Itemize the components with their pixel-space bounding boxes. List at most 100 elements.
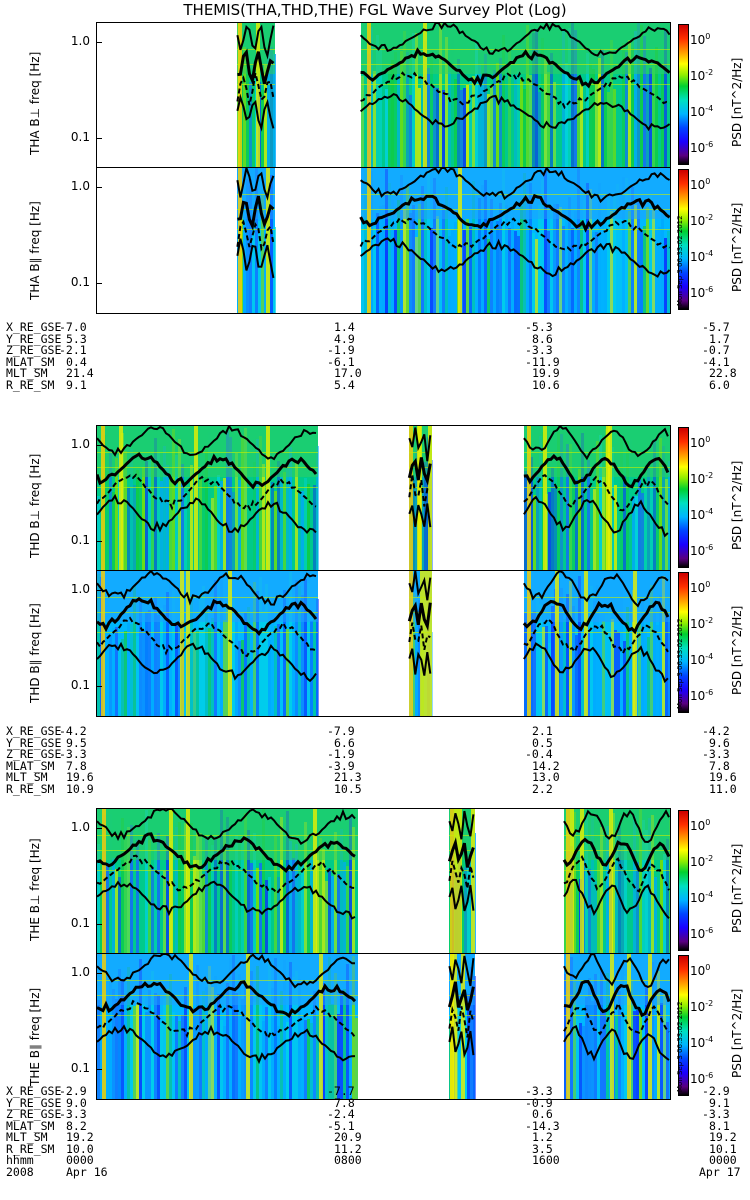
spectrogram-column [241,837,244,954]
time-tick-label: 0800 [334,1153,362,1167]
spectrogram-column [115,458,118,571]
spectrogram-column [157,615,160,716]
spectrogram-column [261,90,264,168]
fce-curve [236,72,275,106]
spectrogram-column [547,231,550,313]
spectrogram-column [255,168,258,313]
fce-curve [563,1000,670,1036]
spectrogram-column [636,862,639,954]
spectrogram-column [657,829,660,954]
spectrogram-column [217,994,220,1099]
spectrogram-column [572,606,575,716]
ephemeris-value: -6.1 [327,354,355,369]
spectrogram-column [178,439,181,571]
spectrogram-line [524,632,670,633]
spectrogram-column [613,89,616,168]
colorbar-tick-label: 100 [690,435,711,450]
spectrogram-column [541,179,544,313]
spectrogram-column [220,810,223,954]
spectrogram-column [343,989,346,1099]
spectrogram-column [166,465,169,571]
ephemeris-row: X_RE_GSE -7.0 1.4 -5.3 -5.7 [6,320,746,334]
ephemeris-value: 19.9 [532,366,560,380]
spectrogram-column [544,56,547,168]
spectrogram-column [130,825,133,954]
spectrogram-column [583,200,586,313]
spectrogram-column [463,88,466,168]
ephemeris-label: MLAT_SM [6,758,55,773]
ytick-label: 1.0 [70,964,90,979]
generation-timestamp: Mon Sep 3 06:33:02 2012 [676,618,684,709]
spectrogram-column [655,47,658,168]
ephemeris-value: -7.7 [327,1084,355,1098]
ytick-mark [96,138,102,139]
spectrogram-column [127,623,130,716]
spectrogram-column [642,820,645,954]
spectrogram-spike [580,809,584,954]
spectrogram-column [499,203,502,313]
spectrogram-column [109,814,112,954]
spectrogram-column [202,470,205,571]
spectrogram-column [530,457,533,571]
fce-curve [97,452,318,490]
ephemeris-row: Y_RE_GSE 9.5 6.6 0.5 9.6 [6,737,746,750]
spectrogram-column [217,604,220,716]
ephemeris-value: 0.4 [66,354,87,369]
spectrogram-column [661,213,664,313]
spectrogram-column [292,453,295,571]
panel-ylabel: THD B⊥ freq [Hz] [28,453,42,558]
colorbar [678,169,689,310]
spectrogram-column [334,832,337,954]
spectrogram-column [193,632,196,716]
spectrogram-column [499,58,502,168]
ephemeris-value: 7.8 [709,758,730,773]
spectrogram-column [199,592,202,716]
ephemeris-value: 9.0 [66,1095,87,1110]
spectrogram-column [166,592,169,716]
ephemeris-value: 1.4 [334,320,355,334]
spectrogram-line [449,1015,475,1016]
spectrogram-column [563,448,566,571]
ytick-mark [96,924,102,925]
fce-curve [448,884,475,912]
fce-curve [523,642,669,684]
spectrogram-column [349,817,352,954]
spectrogram-svg [236,23,670,168]
spectrogram-column [652,210,655,313]
spectrogram-column [286,811,289,954]
spectrogram-column [533,495,536,571]
spectrogram-column [523,89,526,168]
spectrogram-column [591,1001,594,1099]
spectrogram-panel [96,425,671,572]
spectrogram-column [511,45,514,168]
spectrogram-column [385,89,388,168]
spectrogram-column [590,469,593,571]
ytick-label: 1.0 [70,436,90,451]
spectrogram-column [178,822,181,954]
ephemeris-value: 21.3 [334,770,362,784]
fce-curve [97,641,317,683]
spectrogram-line [97,995,358,996]
ephemeris-label: Y_RE_GSE [6,1095,62,1110]
panel-ylabel: THE B∥ freq [Hz] [28,987,42,1086]
spectrogram-column [181,464,184,571]
spectrogram-column [466,85,469,168]
spectrogram-column [154,993,157,1099]
spectrogram-spike [584,571,588,716]
ytick-label: 1.0 [70,33,90,48]
spectrogram-column [467,858,470,954]
colorbar [678,810,689,951]
ephemeris-row: R_RE_SM 10.0 11.2 3.5 10.1 [6,1141,746,1156]
ephemeris-value: 10.1 [709,1141,737,1156]
colorbar-tick-label: 10-4 [690,652,714,667]
spectrogram-column [651,962,654,1099]
spectrogram-column [184,572,187,716]
spectrogram-column [415,237,418,313]
spectrogram-spike [454,809,458,954]
spectrogram-column [241,438,244,571]
fce-curve [97,854,356,895]
spectrogram-line [237,229,275,230]
spectrogram-column [424,194,427,313]
spectrogram-column [596,585,599,716]
spectrogram-column [310,474,313,571]
